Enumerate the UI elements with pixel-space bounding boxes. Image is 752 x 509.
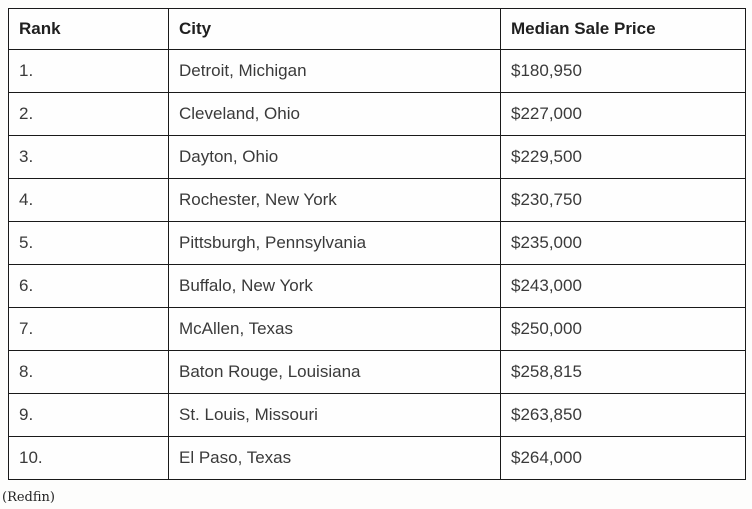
rank-cell: 6. [8,264,169,308]
price-cell: $263,850 [500,393,746,437]
city-cell: El Paso, Texas [168,436,501,480]
price-cell: $227,000 [500,92,746,136]
rank-cell: 5. [8,221,169,265]
price-cell: $243,000 [500,264,746,308]
rank-cell: 3. [8,135,169,179]
column-header-rank: Rank [8,8,169,50]
table-row: 8. Baton Rouge, Louisiana $258,815 [8,350,746,394]
city-cell: Pittsburgh, Pennsylvania [168,221,501,265]
table-row: 5. Pittsburgh, Pennsylvania $235,000 [8,221,746,265]
median-sale-price-table: Rank City Median Sale Price 1. Detroit, … [8,8,746,480]
city-cell: McAllen, Texas [168,307,501,351]
price-cell: $180,950 [500,49,746,93]
price-cell: $258,815 [500,350,746,394]
price-cell: $230,750 [500,178,746,222]
table-body: 1. Detroit, Michigan $180,950 2. Clevela… [8,49,746,480]
column-header-median-sale-price: Median Sale Price [500,8,746,50]
rank-cell: 7. [8,307,169,351]
price-cell: $235,000 [500,221,746,265]
rank-cell: 9. [8,393,169,437]
rank-cell: 4. [8,178,169,222]
rank-cell: 8. [8,350,169,394]
table-header-row: Rank City Median Sale Price [8,8,746,50]
table-header: Rank City Median Sale Price [8,8,746,50]
price-cell: $250,000 [500,307,746,351]
city-cell: Baton Rouge, Louisiana [168,350,501,394]
rank-cell: 10. [8,436,169,480]
price-cell: $264,000 [500,436,746,480]
source-attribution: (Redfin) [2,490,55,505]
column-header-city: City [168,8,501,50]
city-cell: Buffalo, New York [168,264,501,308]
table-row: 1. Detroit, Michigan $180,950 [8,49,746,93]
median-sale-price-table-container: Rank City Median Sale Price 1. Detroit, … [8,8,746,480]
city-cell: Detroit, Michigan [168,49,501,93]
rank-cell: 1. [8,49,169,93]
table-row: 9. St. Louis, Missouri $263,850 [8,393,746,437]
price-cell: $229,500 [500,135,746,179]
city-cell: Rochester, New York [168,178,501,222]
city-cell: Cleveland, Ohio [168,92,501,136]
city-cell: St. Louis, Missouri [168,393,501,437]
table-row: 3. Dayton, Ohio $229,500 [8,135,746,179]
table-row: 6. Buffalo, New York $243,000 [8,264,746,308]
table-row: 7. McAllen, Texas $250,000 [8,307,746,351]
table-row: 2. Cleveland, Ohio $227,000 [8,92,746,136]
rank-cell: 2. [8,92,169,136]
city-cell: Dayton, Ohio [168,135,501,179]
table-row: 4. Rochester, New York $230,750 [8,178,746,222]
table-row: 10. El Paso, Texas $264,000 [8,436,746,480]
